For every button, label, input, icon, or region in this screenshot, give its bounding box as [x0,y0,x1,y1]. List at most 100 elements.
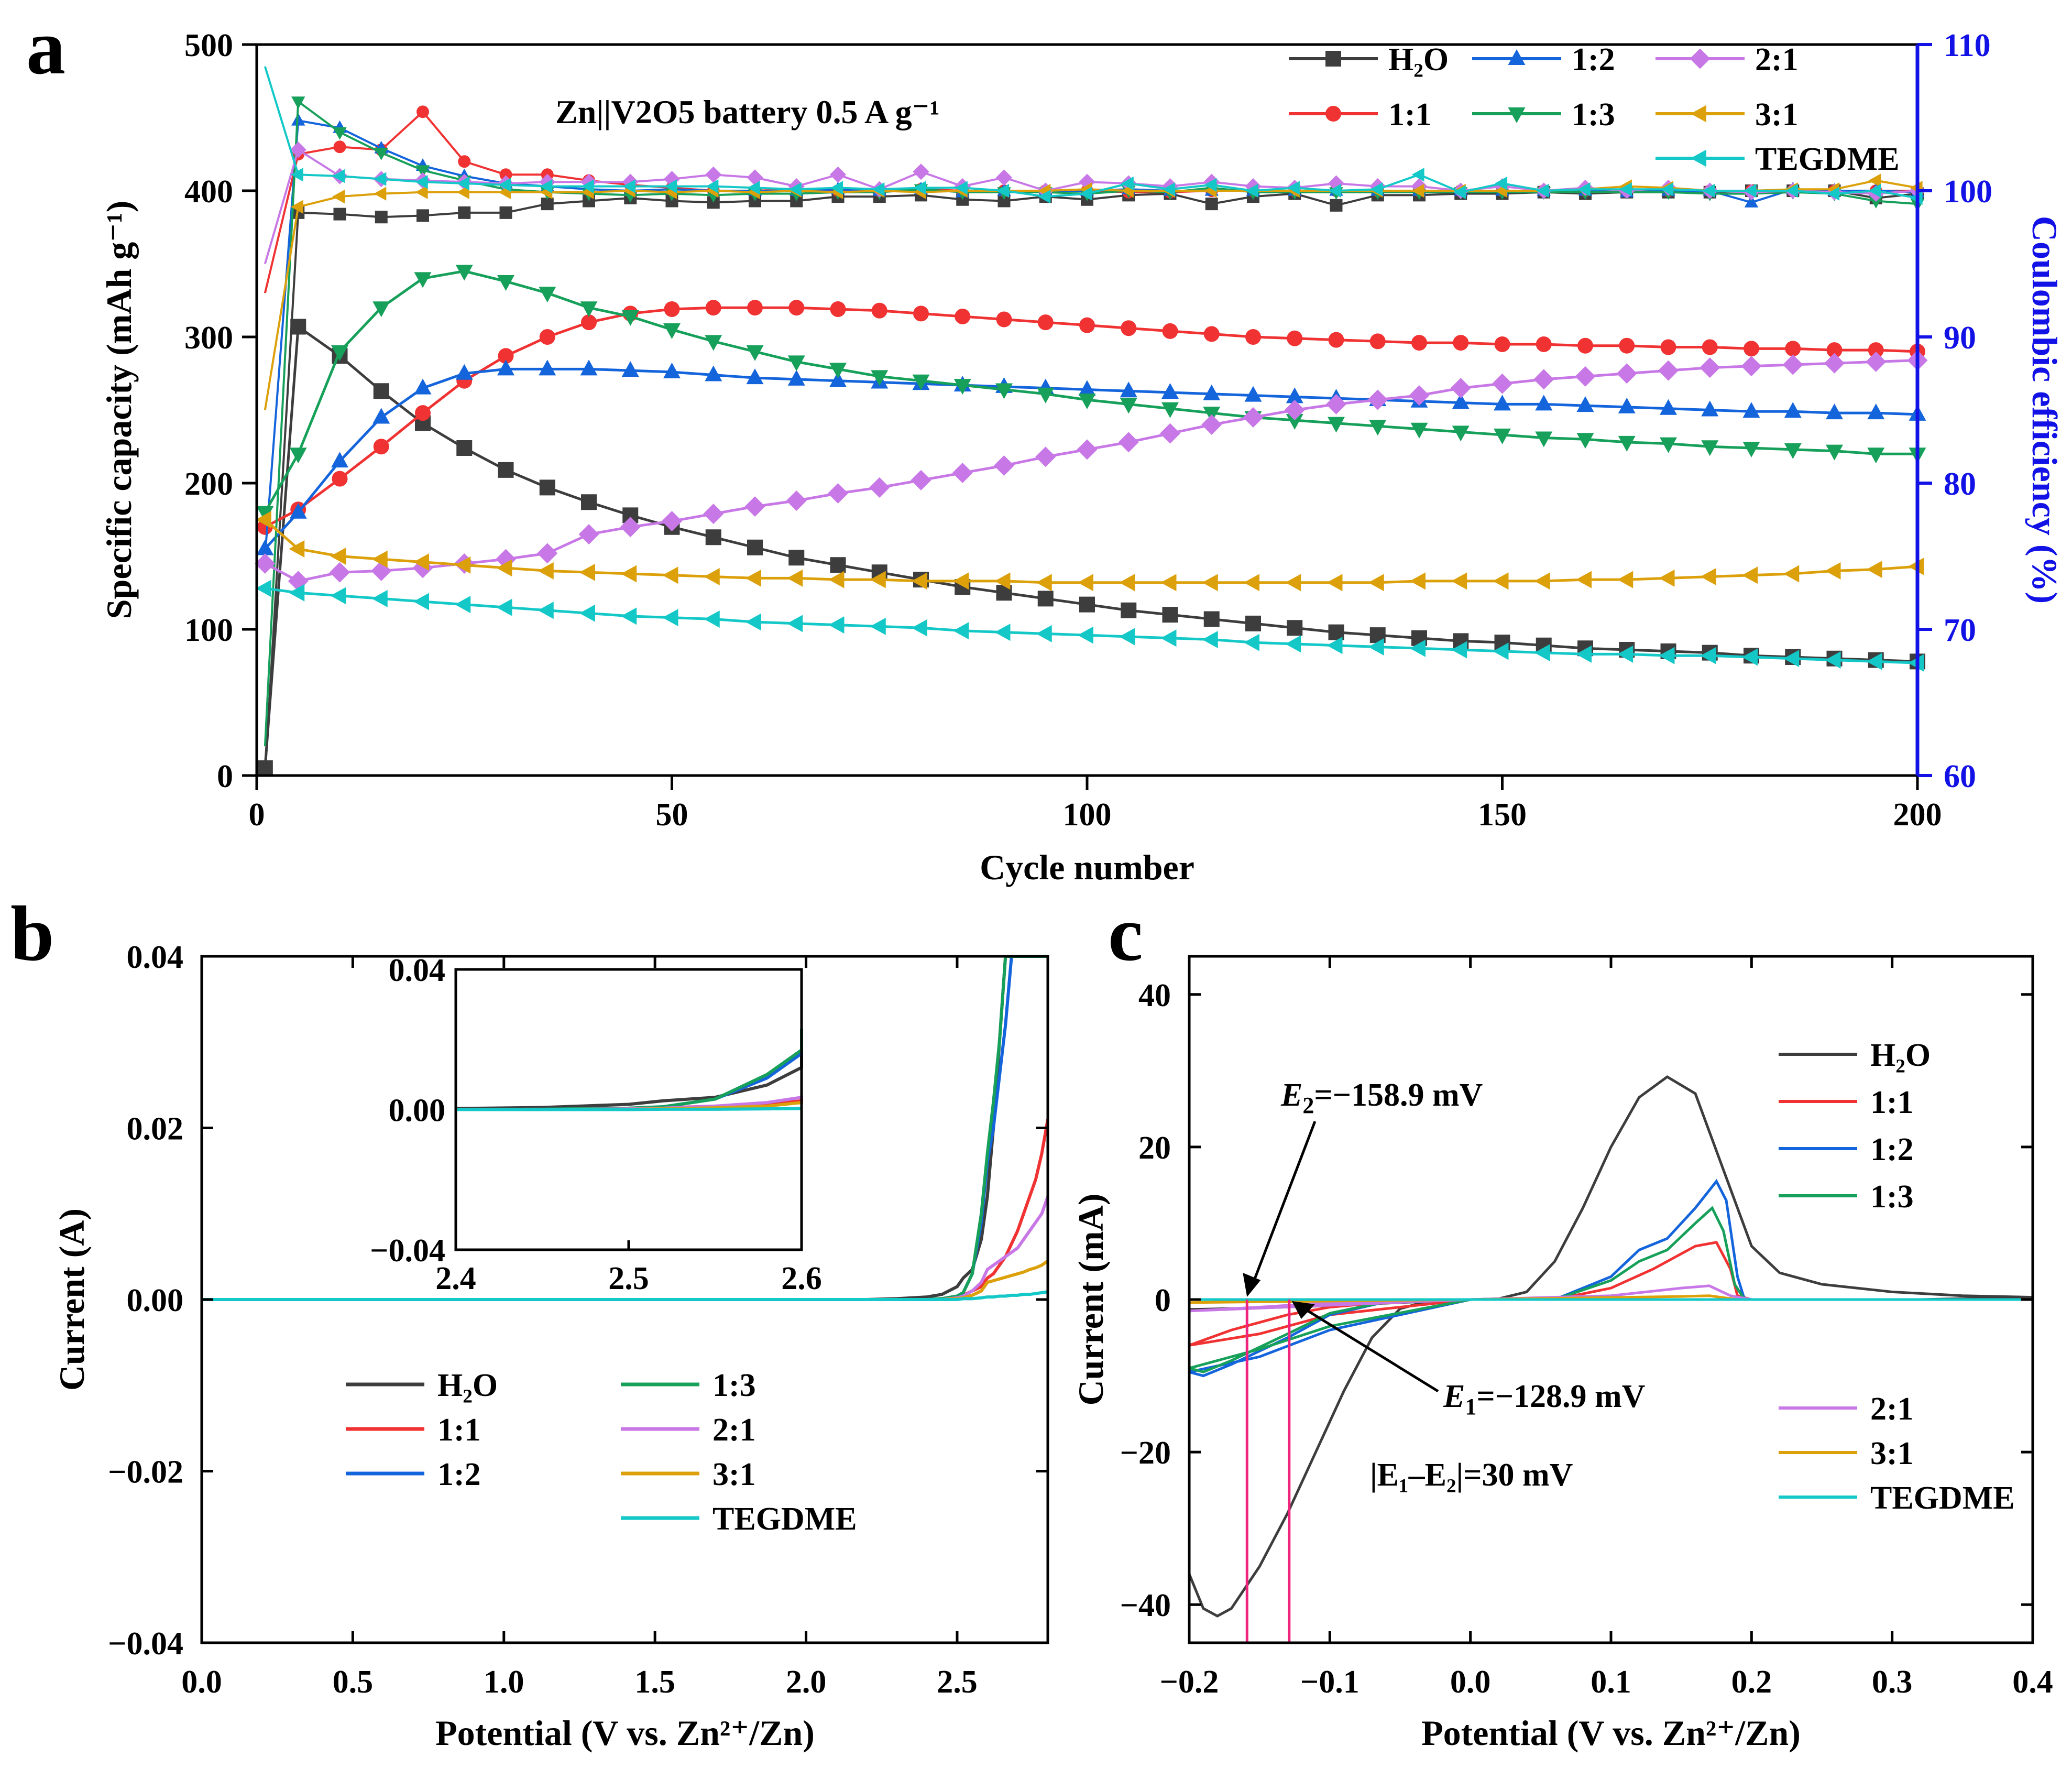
a-cap-point-1:3-16 [912,374,930,390]
a-ce-point-TEGDME-4 [415,175,428,189]
a-ce-point-TEGDME-25 [1287,181,1300,195]
a-cap-point-1:2-0 [256,539,274,555]
a-ce-point-2:1-10 [663,171,681,188]
a-ce-point-2:1-1 [290,141,306,158]
a-ce-point-TEGDME-6 [498,178,511,192]
a-ce-point-TEGDME-10 [664,179,677,193]
a-cap-point-1:2-3 [372,408,390,424]
a-cap-point-1:2-4 [414,378,432,395]
a-cap-point-2:1-25 [1284,400,1305,420]
a-cap-point-1:1-32 [1577,337,1593,354]
a-cap-point-H2O-18 [996,585,1012,601]
a-cap-point-1:3-30 [1494,428,1511,444]
a-cap-point-2:1-7 [537,543,558,564]
a-cap-point-1:2-12 [746,368,764,385]
b-legend-label-4: 2:1 [712,1412,756,1448]
a-ce-point-TEGDME-15 [872,182,885,197]
a-cap-point-2:1-17 [952,462,973,483]
a-ce-point-H2O-23 [1205,198,1218,211]
a-cap-point-2:1-27 [1367,389,1388,410]
c-xtick-label-0: −0.2 [1160,1664,1219,1700]
b-legend-label-5: 3:1 [712,1457,756,1492]
a-cap-point-1:1-13 [788,300,805,316]
a-cap-point-1:3-27 [1369,420,1387,436]
a-ytick-label-1: 100 [184,613,233,648]
a-cap-point-1:3-1 [289,448,307,464]
a-ce-point-2:1-9 [622,173,639,190]
a-ce-point-TEGDME-12 [747,181,760,195]
panel-c-xlabel: Potential (V vs. Zn²⁺/Zn) [1421,1713,1801,1753]
a-cap-point-2:1-0 [255,553,276,574]
a-cap-point-1:3-8 [580,301,598,318]
a-cap-point-1:3-3 [372,301,390,318]
a-cap-point-1:3-34 [1660,437,1677,453]
a-ce-point-1:3-1 [291,96,305,110]
panel-a-ylabel: Specific capacity (mAh g⁻¹) [99,201,139,619]
a-cap-point-1:3-12 [746,345,764,361]
panel-c-label: c [1108,890,1143,977]
panel-a-annotation: Zn||V2O5 battery 0.5 A g⁻¹ [555,93,940,130]
a-cap-point-H2O-21 [1121,602,1137,618]
a-ce-point-TEGDME-2 [332,169,345,183]
a-cap-point-3:1-12 [746,569,761,587]
panel-b-label: b [10,890,54,977]
a-ce-point-2:1-16 [913,163,929,180]
a-cap-point-1:3-19 [1037,387,1055,403]
a-cap-point-3:1-34 [1659,569,1675,587]
a-cap-point-3:1-35 [1700,568,1716,586]
c-legend-bottom-label-1: 3:1 [1870,1436,1914,1471]
b-ytick-label-1: −0.02 [108,1455,183,1490]
a-ce-point-3:1-3 [374,187,387,201]
a-cap-point-1:3-26 [1328,417,1345,433]
a-cap-point-TEGDME-29 [1451,641,1467,659]
b-inset-ytick-label-1: 0.00 [389,1093,446,1129]
a-cap-point-1:3-38 [1826,444,1843,461]
a-cap-point-H2O-9 [622,507,639,523]
a-cap-point-1:1-24 [1245,329,1261,345]
a-legend-label-4: 1:3 [1572,97,1615,133]
a-ce-point-H2O-5 [458,206,471,219]
a-ce-line-2:1 [264,148,1918,265]
a-cap-point-1:1-19 [1037,314,1054,331]
b-inset-line-H2O [455,1039,803,1110]
a-cap-point-2:1-26 [1326,394,1346,414]
c-xtick-label-5: 0.3 [1872,1664,1913,1700]
a-cap-point-2:1-18 [994,455,1014,476]
a-ce-point-1:1-4 [416,105,429,118]
a-cap-point-1:1-34 [1660,339,1676,355]
a-cap-point-TEGDME-31 [1534,644,1550,662]
a-cap-point-1:1-6 [498,348,514,364]
a-ytick-label-5: 500 [184,28,233,63]
a-cap-point-1:3-4 [414,272,432,288]
panel-c-diff-label: |E₁–E₂|=30 mV [1370,1457,1573,1493]
a-cap-point-1:3-10 [663,323,681,340]
a-cap-point-TEGDME-38 [1825,651,1841,669]
a-cap-point-1:3-20 [1078,393,1096,409]
a-cap-point-1:3-0 [256,506,274,522]
b-ytick-label-3: 0.02 [127,1111,184,1147]
a-cap-point-H2O-3 [373,383,389,399]
a-cap-point-1:2-31 [1535,395,1553,411]
a-cap-point-TEGDME-34 [1659,647,1675,664]
a-cap-point-3:1-31 [1534,572,1550,590]
a-cap-point-1:1-17 [955,308,971,324]
a-cap-point-1:1-8 [581,314,597,331]
a-cap-point-TEGDME-21 [1119,628,1135,646]
a-ce-point-TEGDME-33 [1619,182,1632,197]
panel-c-e1-value: −128.9 mV [1495,1379,1646,1414]
panel-a-axes: 0 50 100 150 200 0 100 200 300 400 500 60 70 80 90 100 1… [184,28,1992,833]
panel-a-y2label: Coulombic efficiency (%) [2025,216,2065,604]
b-ytick-label-0: −0.04 [108,1626,183,1662]
b-legend-label-0: H₂O [437,1368,498,1403]
panel-a-label: a [26,4,65,91]
a-ce-point-H2O-26 [1330,199,1343,212]
a-ce-point-TEGDME-17 [955,181,968,195]
a-y2tick-label-3: 90 [1944,320,1976,356]
a-cap-point-1:2-33 [1618,397,1636,413]
a-cap-point-TEGDME-8 [579,604,595,622]
a-ytick-label-3: 300 [184,320,233,356]
a-cap-point-H2O-13 [788,550,805,566]
panel-c-e2-label: E2=−158.9 mV [1280,1077,1483,1118]
b-xtick-label-3: 1.5 [634,1664,675,1700]
a-ce-point-TEGDME-24 [1245,183,1258,198]
